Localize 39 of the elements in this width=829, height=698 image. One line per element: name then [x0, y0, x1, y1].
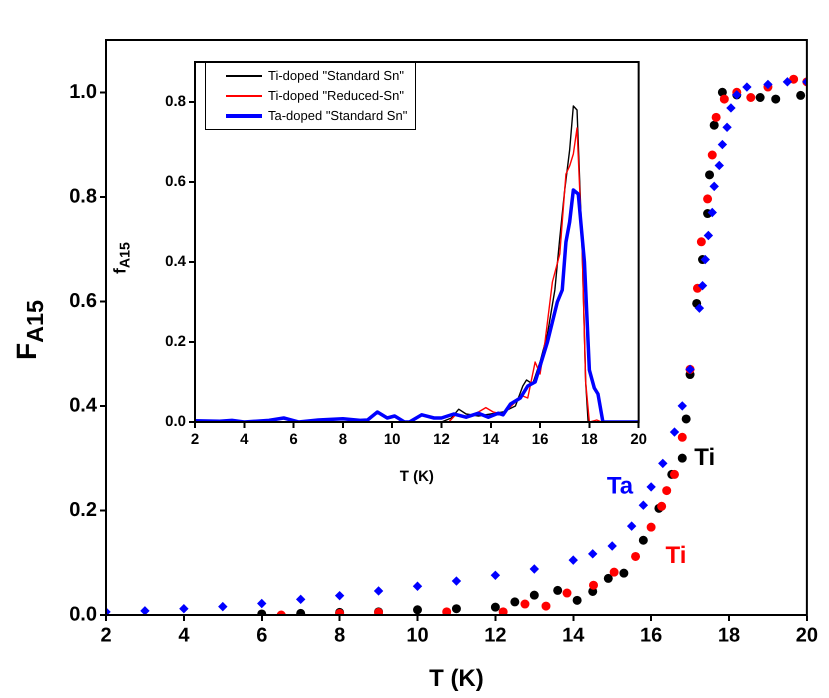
x-tick-label: 18 [718, 624, 740, 647]
x-tick-label: 6 [289, 431, 298, 448]
legend-label: Ti-doped "Reduced-Sn" [268, 87, 404, 105]
y-tick-label: 1.0 [69, 80, 97, 103]
x-tick-label: 10 [384, 431, 401, 448]
legend-label: Ti-doped "Standard Sn" [268, 67, 404, 85]
x-tick-label: 12 [484, 624, 506, 647]
x-tick-label: 2 [190, 431, 200, 448]
y-tick-label: 0.2 [165, 333, 186, 350]
y-tick-label: 0.4 [165, 253, 187, 270]
y-tick-label: 0.2 [69, 498, 97, 521]
x-axis-title: T (K) [400, 468, 434, 486]
x-tick-label: 18 [581, 431, 598, 448]
x-tick-label: 4 [240, 431, 250, 448]
y-tick-label: 0.6 [69, 290, 97, 312]
x-tick-label: 6 [256, 624, 268, 647]
x-tick-label: 8 [334, 624, 346, 647]
y-tick-label: 0.6 [165, 173, 186, 190]
x-tick-label: 16 [532, 431, 548, 448]
y-tick-label: 0.8 [69, 185, 97, 208]
x-tick-label: 12 [433, 431, 450, 448]
y-tick-label: 0.0 [69, 604, 97, 626]
y-tick-label: 0.4 [69, 394, 98, 416]
x-tick-label: 10 [406, 624, 429, 647]
x-tick-label: 16 [640, 624, 662, 647]
series-label: Ta [606, 472, 634, 500]
x-tick-label: 8 [338, 431, 348, 448]
y-tick-label: 0.0 [165, 413, 186, 430]
x-tick-label: 4 [178, 624, 190, 647]
x-tick-label: 14 [562, 624, 586, 647]
y-tick-label: 0.8 [165, 93, 186, 110]
x-tick-label: 20 [796, 624, 818, 647]
x-tick-label: 20 [630, 431, 647, 448]
x-axis-title: T (K) [429, 665, 484, 692]
x-tick-label: 2 [100, 624, 112, 647]
series-label: Ti [694, 444, 716, 471]
series-label: Ti [666, 542, 686, 570]
x-tick-label: 14 [482, 431, 500, 448]
legend-label: Ta-doped "Standard Sn" [268, 107, 408, 125]
